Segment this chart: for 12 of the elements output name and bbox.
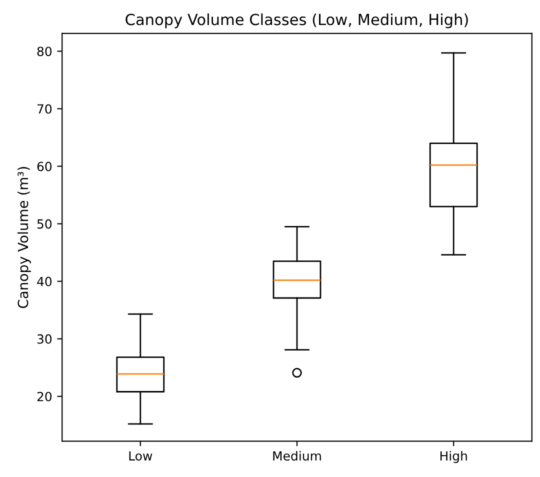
y-tick-label: 40 [37,276,52,286]
chart-title: Canopy Volume Classes (Low, Medium, High) [126,13,468,28]
y-tick-label: 70 [37,104,52,114]
y-tick-label: 50 [37,219,52,229]
y-tick-label: 60 [37,162,52,172]
y-tick-label: 30 [37,334,52,344]
x-tick-label: Medium [273,450,321,461]
x-tick-label: Low [129,451,152,461]
x-tick-label: High [440,450,467,464]
y-tick-label: 20 [37,392,52,402]
y-tick-label: 80 [37,46,52,56]
y-axis-title: Canopy Volume (m³) [17,167,31,308]
